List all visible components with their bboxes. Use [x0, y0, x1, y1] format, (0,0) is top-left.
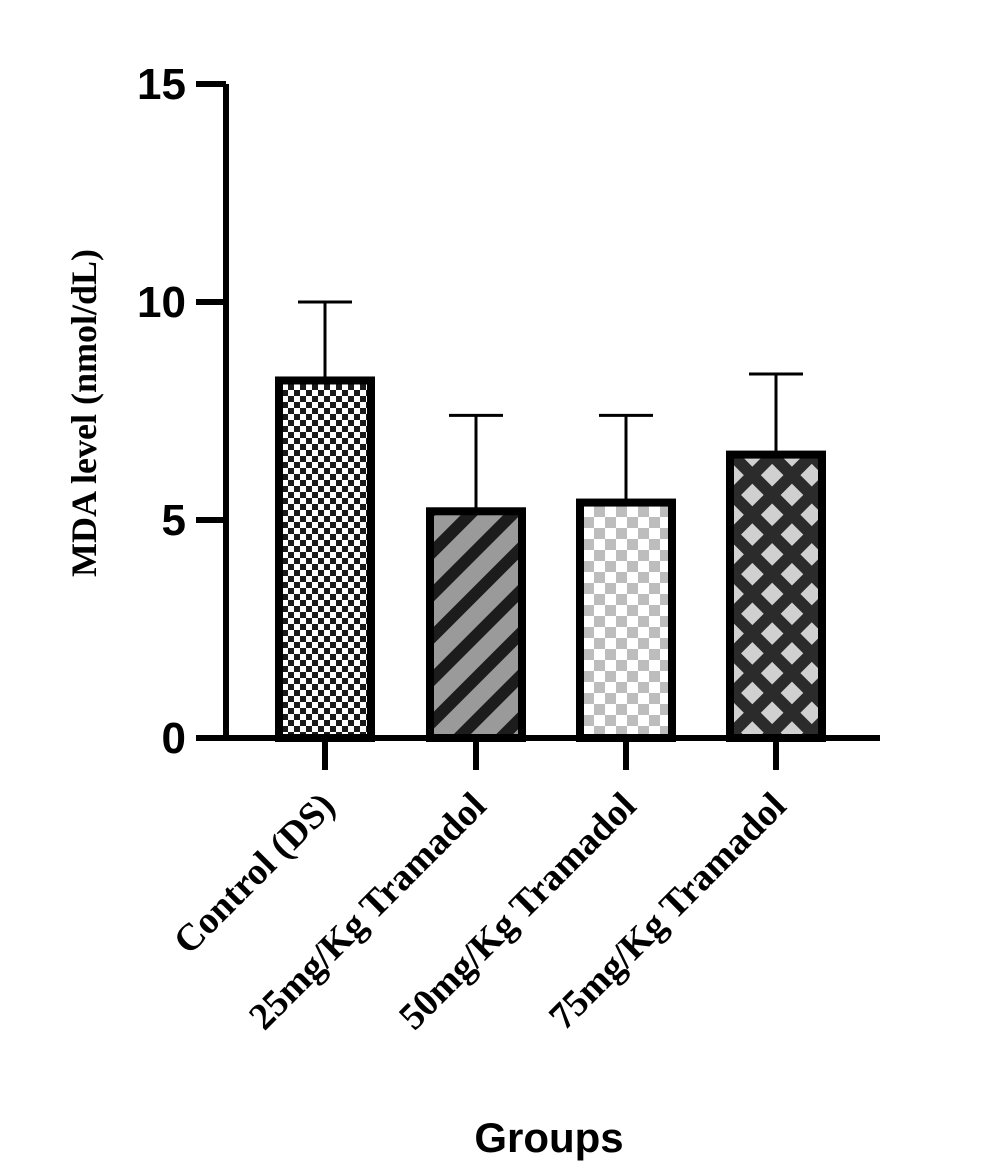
y-tick-label-5: 5 [162, 496, 186, 545]
bar-1 [275, 376, 375, 742]
bar-2 [426, 507, 526, 742]
bar-3 [576, 498, 676, 742]
x-axis-title: Groups [474, 1114, 623, 1161]
y-axis-title: MDA level (nmol/dL) [64, 249, 104, 577]
bar-4 [726, 450, 826, 742]
y-tick-label-0: 0 [162, 714, 186, 763]
axes-layer [196, 81, 880, 770]
bars-layer [275, 300, 826, 742]
y-tick-label-15: 15 [137, 60, 186, 109]
y-tick-label-10: 10 [137, 278, 186, 327]
